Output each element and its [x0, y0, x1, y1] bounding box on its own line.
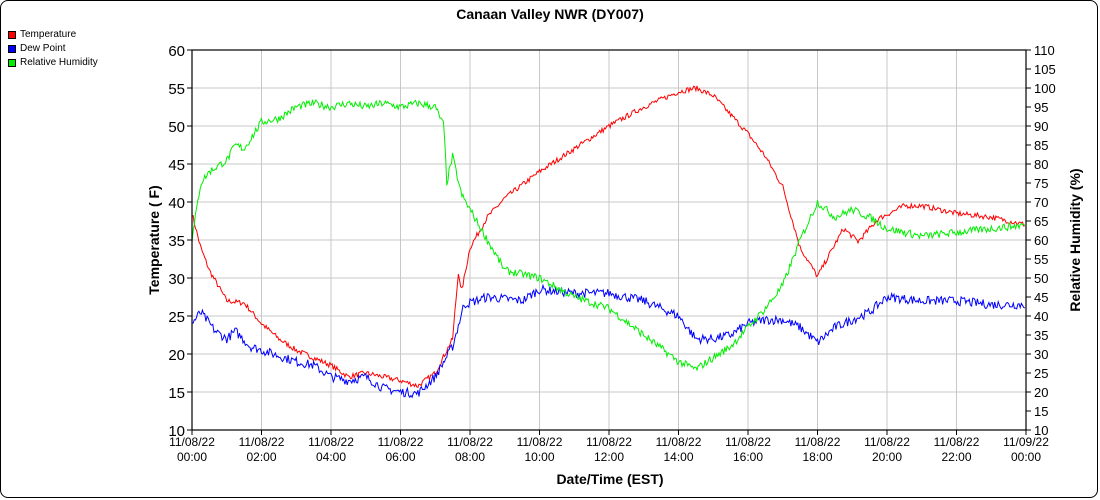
y2-axis-label: Relative Humidity (%): [1067, 168, 1083, 311]
series-lines: [191, 85, 1026, 399]
x-tick-date: 11/08/22: [378, 435, 424, 449]
y2-tick-label: 40: [1034, 309, 1048, 324]
y-tick-label: 30: [168, 271, 185, 288]
x-tick-date: 11/08/22: [795, 435, 841, 449]
axes: 10 15 20 25 30 35 40 45 50 55 60 10 15 20 25 30 35 40 45 50…: [168, 43, 1055, 464]
x-tick-time: 04:00: [316, 450, 346, 464]
y-tick-label: 35: [168, 233, 185, 250]
y2-tick-label: 45: [1034, 290, 1048, 305]
x-tick-date: 11/08/22: [725, 435, 771, 449]
chart-title: Canaan Valley NWR (DY007): [456, 6, 644, 22]
y2-tick-label: 80: [1034, 157, 1048, 172]
x-tick-time: 06:00: [385, 450, 415, 464]
y2-tick-label: 85: [1034, 138, 1048, 153]
legend-swatch: [8, 45, 16, 53]
legend-label: Relative Humidity: [20, 57, 98, 68]
x-tick-time: 02:00: [246, 450, 276, 464]
legend-swatch: [8, 31, 16, 39]
y2-tick-label: 95: [1034, 100, 1048, 115]
y-tick-label: 50: [168, 119, 185, 136]
y2-tick-label: 10: [1034, 423, 1048, 438]
x-tick-date: 11/08/22: [934, 435, 980, 449]
y-tick-label: 10: [168, 423, 185, 440]
x-tick-date: 11/08/22: [308, 435, 354, 449]
x-tick-date: 11/08/22: [169, 435, 215, 449]
legend-item-relative-humidity: Relative Humidity: [8, 56, 98, 70]
grid: [191, 49, 1027, 431]
y-tick-label: 15: [168, 385, 185, 402]
y2-tick-label: 25: [1034, 366, 1048, 381]
legend-label: Dew Point: [20, 43, 66, 54]
y-tick-label: 40: [168, 195, 185, 212]
y2-tick-label: 75: [1034, 176, 1048, 191]
x-tick-time: 20:00: [872, 450, 902, 464]
y-axis-label: Temperature ( F): [146, 185, 162, 294]
y2-tick-label: 65: [1034, 214, 1048, 229]
y2-tick-label: 100: [1034, 81, 1056, 96]
y2-tick-label: 20: [1034, 385, 1048, 400]
x-tick-time: 08:00: [455, 450, 485, 464]
x-tick-date: 11/08/22: [239, 435, 285, 449]
series-line-relative-humidity: [191, 99, 1026, 372]
x-tick-date: 11/08/22: [864, 435, 910, 449]
series-line-temperature: [191, 85, 1025, 389]
legend-label: Temperature: [20, 29, 77, 40]
x-tick-time: 10:00: [524, 450, 554, 464]
y-tick-label: 60: [168, 43, 185, 60]
legend-swatch: [8, 59, 16, 67]
x-tick-time: 16:00: [733, 450, 763, 464]
x-tick-time: 12:00: [594, 450, 624, 464]
legend-item-dew-point: Dew Point: [8, 42, 98, 56]
y2-tick-label: 70: [1034, 195, 1048, 210]
y2-tick-label: 105: [1034, 62, 1056, 77]
series-line-dew-point: [191, 283, 1026, 399]
x-tick-date: 11/08/22: [656, 435, 702, 449]
x-tick-date: 11/08/22: [586, 435, 632, 449]
y2-tick-label: 60: [1034, 233, 1048, 248]
y2-tick-label: 30: [1034, 347, 1048, 362]
legend-item-temperature: Temperature: [8, 28, 98, 42]
x-axis-label: Date/Time (EST): [556, 471, 663, 487]
x-tick-time: 00:00: [1011, 450, 1041, 464]
x-tick-date: 11/08/22: [447, 435, 493, 449]
y2-tick-label: 35: [1034, 328, 1048, 343]
x-tick-time: 22:00: [941, 450, 971, 464]
x-tick-date: 11/09/22: [1003, 435, 1049, 449]
y2-tick-label: 50: [1034, 271, 1048, 286]
y-tick-label: 55: [168, 81, 185, 98]
y2-tick-label: 110: [1034, 43, 1055, 58]
plot-area-border: [191, 49, 1027, 431]
y-tick-label: 20: [168, 347, 185, 364]
x-tick-time: 00:00: [177, 450, 207, 464]
x-tick-time: 18:00: [802, 450, 832, 464]
legend: Temperature Dew Point Relative Humidity: [8, 28, 98, 70]
y2-tick-label: 90: [1034, 119, 1048, 134]
y2-tick-label: 55: [1034, 252, 1048, 267]
x-tick-time: 14:00: [663, 450, 693, 464]
y2-tick-label: 15: [1034, 404, 1048, 419]
y-tick-label: 25: [168, 309, 185, 326]
y-tick-label: 45: [168, 157, 185, 174]
x-tick-date: 11/08/22: [517, 435, 563, 449]
